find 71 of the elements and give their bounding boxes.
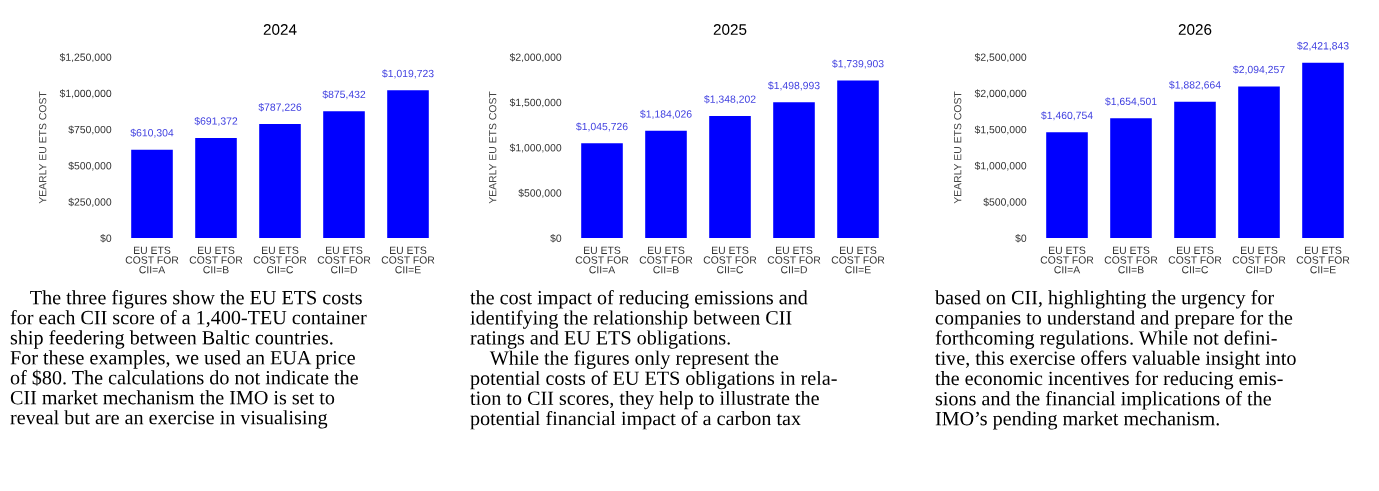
data-label: $1,460,754 xyxy=(1041,111,1093,121)
bar xyxy=(837,80,879,238)
x-tick-label: EU ETS COST FOR CII=E xyxy=(1296,246,1350,274)
chart-title: 2025 xyxy=(713,24,747,35)
y-tick-label: $1,500,000 xyxy=(974,125,1027,135)
x-tick-label: EU ETS COST FOR CII=D xyxy=(1232,246,1286,274)
x-tick-label: EU ETS COST FOR CII=E xyxy=(831,246,885,274)
x-tick-label: EU ETS COST FOR CII=C xyxy=(253,246,307,274)
text: based on CII, highlighting the urgency for companies to understand and prepare for the forthcoming regulations. While not defini- tive, this exercise offers valuable insight into the economic incentives for reducing emis- sions and the financial implications of the IMO’s pending market mechanism. xyxy=(935,290,1296,430)
bar xyxy=(1046,132,1088,238)
y-tick-label: $0 xyxy=(100,234,112,243)
data-label: $2,094,257 xyxy=(1233,65,1285,75)
chart-title: 2026 xyxy=(1178,24,1212,35)
bar xyxy=(387,90,429,238)
bar xyxy=(259,124,301,238)
text: The three figures show the EU ETS costs for each CII score of a 1,400-TEU container ship feedering between Baltic countries. For these examples, we used an EUA price of $80. The calculations do not indicate the CII market mechanism the IMO is set to reveal but are an exercise in visualising xyxy=(10,290,367,429)
data-label: $1,348,202 xyxy=(704,95,756,105)
y-tick-label: $250,000 xyxy=(68,197,112,207)
y-tick-label: $0 xyxy=(550,234,562,243)
data-label: $1,882,664 xyxy=(1169,80,1221,90)
data-label: $2,421,843 xyxy=(1297,41,1349,51)
data-label: $610,304 xyxy=(130,128,174,138)
data-label: $1,045,726 xyxy=(576,122,628,132)
bar xyxy=(323,111,365,238)
bar xyxy=(645,130,687,238)
bar xyxy=(1302,62,1344,238)
y-tick-label: $1,000,000 xyxy=(509,143,562,153)
y-tick-label: $750,000 xyxy=(68,125,112,135)
y-axis-title: YEARLY EU ETS COST xyxy=(953,91,962,204)
x-tick-label: EU ETS COST FOR CII=A xyxy=(1040,246,1094,274)
bar xyxy=(1238,86,1280,238)
bar xyxy=(195,137,237,238)
data-label: $1,498,993 xyxy=(768,81,820,91)
y-tick-label: $2,000,000 xyxy=(509,53,562,63)
bar xyxy=(1174,101,1216,238)
x-tick-label: EU ETS COST FOR CII=A xyxy=(575,246,629,274)
data-label: $1,184,026 xyxy=(640,109,692,119)
bar xyxy=(709,115,751,238)
y-tick-label: $500,000 xyxy=(68,161,112,171)
x-tick-label: EU ETS COST FOR CII=C xyxy=(703,246,757,274)
x-tick-label: EU ETS COST FOR CII=B xyxy=(189,246,243,274)
y-axis-title: YEARLY EU ETS COST xyxy=(38,91,47,204)
bar xyxy=(581,143,623,238)
data-label: $1,654,501 xyxy=(1105,97,1157,107)
y-tick-label: $1,000,000 xyxy=(974,161,1027,171)
y-tick-label: $2,500,000 xyxy=(974,53,1027,63)
x-tick-label: EU ETS COST FOR CII=E xyxy=(381,246,435,274)
data-label: $787,226 xyxy=(258,103,302,113)
data-label: $691,372 xyxy=(194,116,238,126)
y-axis-title: YEARLY EU ETS COST xyxy=(488,91,497,204)
y-tick-label: $0 xyxy=(1015,234,1027,243)
x-tick-label: EU ETS COST FOR CII=A xyxy=(125,246,179,274)
y-tick-label: $2,000,000 xyxy=(974,89,1027,99)
x-tick-label: EU ETS COST FOR CII=C xyxy=(1168,246,1222,274)
bar xyxy=(1110,118,1152,238)
y-tick-label: $500,000 xyxy=(518,188,562,198)
data-label: $875,432 xyxy=(322,90,366,100)
x-tick-label: EU ETS COST FOR CII=D xyxy=(317,246,371,274)
data-label: $1,739,903 xyxy=(832,59,884,69)
x-tick-label: EU ETS COST FOR CII=B xyxy=(1104,246,1158,274)
y-tick-label: $500,000 xyxy=(983,197,1027,207)
bar xyxy=(131,149,173,238)
data-label: $1,019,723 xyxy=(382,69,434,79)
x-tick-label: EU ETS COST FOR CII=B xyxy=(639,246,693,274)
x-tick-label: EU ETS COST FOR CII=D xyxy=(767,246,821,274)
y-tick-label: $1,250,000 xyxy=(59,53,112,63)
y-tick-label: $1,000,000 xyxy=(59,89,112,99)
text: the cost impact of reducing emissions and identifying the relationship between CII ratings and EU ETS obligations. While the figures only represent the potential costs of EU ETS obligations in rela- tion to CII scores, they help to illustrate the potential financial impact of a carbon tax xyxy=(470,290,837,430)
y-tick-label: $1,500,000 xyxy=(509,98,562,108)
chart-title: 2024 xyxy=(263,24,297,35)
bar xyxy=(773,102,815,238)
